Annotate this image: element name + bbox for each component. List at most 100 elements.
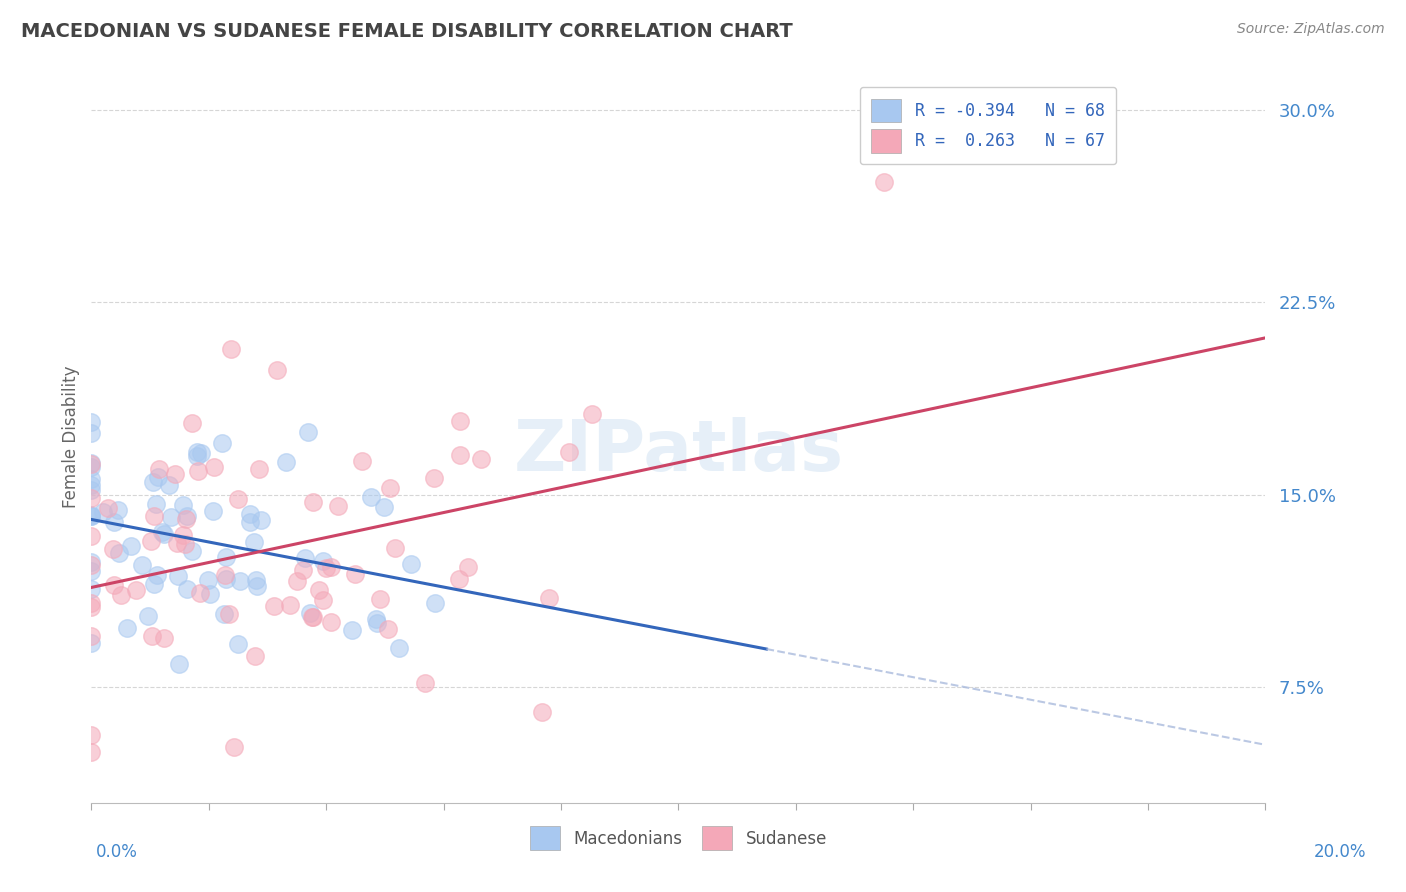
Point (80, 564, 103, 578)
Point (176, 509, 198, 524)
Point (360, 490, 382, 504)
Text: ZIPatlas: ZIPatlas (513, 417, 844, 486)
Point (247, 462, 270, 476)
Point (166, 536, 188, 550)
Point (285, 574, 308, 589)
Point (214, 550, 236, 565)
Point (115, 621, 138, 635)
Point (301, 609, 323, 624)
Point (423, 471, 446, 485)
Point (364, 612, 387, 626)
Point (80, 582, 103, 596)
Point (97, 501, 120, 516)
Point (263, 599, 285, 613)
Point (120, 539, 142, 553)
Point (125, 582, 148, 597)
Point (413, 676, 436, 690)
Point (301, 610, 323, 624)
Point (239, 507, 262, 521)
Point (531, 705, 554, 719)
Point (249, 513, 271, 527)
Point (80, 426, 103, 441)
Point (80, 457, 103, 471)
Point (174, 537, 197, 551)
Point (150, 524, 173, 539)
Y-axis label: Female Disability: Female Disability (62, 366, 80, 508)
Point (581, 407, 603, 421)
Point (80, 478, 103, 492)
Point (167, 657, 190, 671)
Point (139, 534, 162, 549)
Point (558, 444, 581, 458)
Point (368, 592, 391, 607)
Point (301, 495, 323, 509)
Point (101, 541, 124, 556)
Point (219, 342, 242, 356)
Point (215, 572, 238, 586)
Point (80, 529, 103, 543)
Point (143, 577, 166, 591)
Point (80, 508, 103, 523)
Point (366, 616, 388, 631)
Point (326, 499, 349, 513)
Point (378, 481, 401, 495)
Point (294, 551, 316, 566)
Point (143, 508, 166, 523)
Point (202, 504, 225, 518)
Point (174, 512, 197, 526)
Point (136, 609, 159, 624)
Point (80, 508, 103, 523)
Point (103, 578, 125, 592)
Point (312, 554, 335, 568)
Point (146, 470, 169, 484)
Point (212, 607, 235, 622)
Point (202, 459, 225, 474)
Point (239, 516, 262, 530)
Point (153, 527, 176, 541)
Point (172, 499, 194, 513)
Point (167, 569, 190, 583)
Point (343, 567, 366, 582)
Point (145, 497, 167, 511)
Point (449, 414, 471, 428)
Point (873, 175, 896, 189)
Point (110, 588, 132, 602)
Point (80, 483, 103, 498)
Point (292, 563, 315, 577)
Point (319, 615, 342, 630)
Point (299, 606, 322, 620)
Point (470, 452, 492, 467)
Point (80, 596, 103, 610)
Point (278, 598, 301, 612)
Point (91, 505, 114, 519)
Point (197, 573, 219, 587)
Point (141, 629, 163, 643)
Text: MACEDONIAN VS SUDANESE FEMALE DISABILITY CORRELATION CHART: MACEDONIAN VS SUDANESE FEMALE DISABILITY… (21, 22, 793, 41)
Point (80, 456, 103, 470)
Point (229, 574, 252, 589)
Point (148, 462, 170, 476)
Point (80, 472, 103, 486)
Point (80, 600, 103, 615)
Point (457, 560, 479, 574)
Point (187, 464, 209, 478)
Text: 20.0%: 20.0% (1315, 843, 1367, 861)
Point (152, 632, 174, 646)
Point (319, 560, 342, 574)
Point (163, 467, 186, 481)
Point (80, 460, 103, 475)
Point (312, 593, 335, 607)
Point (222, 740, 245, 755)
Point (80, 555, 103, 569)
Point (423, 596, 446, 610)
Point (266, 363, 288, 377)
Point (190, 446, 212, 460)
Point (214, 568, 236, 582)
Point (80, 728, 103, 742)
Point (401, 557, 423, 571)
Point (188, 586, 211, 600)
Point (186, 450, 208, 464)
Point (538, 591, 561, 605)
Point (80, 558, 103, 572)
Point (373, 500, 395, 514)
